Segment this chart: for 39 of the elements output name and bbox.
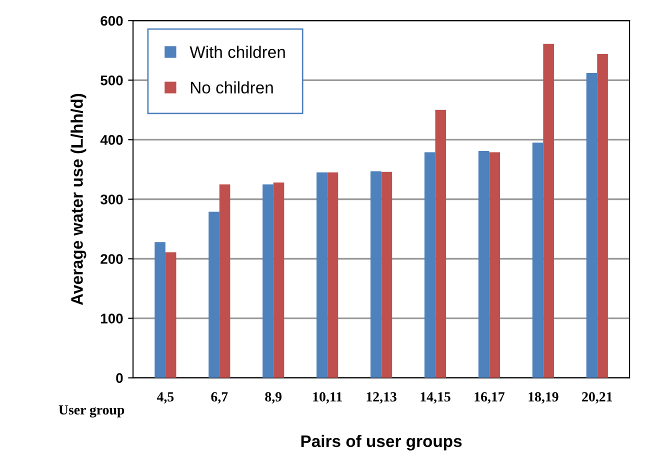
bar xyxy=(273,182,284,378)
bar xyxy=(370,171,382,378)
y-tick-label: 300 xyxy=(100,194,123,204)
x-tick-label: 18,19 xyxy=(528,392,558,404)
x-tick-label: 8,9 xyxy=(265,392,282,404)
bar xyxy=(543,44,554,378)
y-tick-label: 400 xyxy=(100,135,123,145)
y-tick-label: 100 xyxy=(101,314,123,324)
bar xyxy=(489,152,500,378)
y-tick-label: 500 xyxy=(100,75,123,86)
x-tick-label: 4,5 xyxy=(156,392,174,404)
bar xyxy=(478,151,490,378)
bar xyxy=(219,184,230,378)
x-tick-label: 14,15 xyxy=(420,392,450,404)
x-tick-label: 10,11 xyxy=(313,392,342,404)
text: User group xyxy=(58,405,124,418)
x-axis-title: Pairs of user groups xyxy=(301,434,462,450)
legend-label: No children xyxy=(190,81,273,94)
bar xyxy=(262,184,274,378)
y-tick-label: 0 xyxy=(116,373,123,384)
x-tick-label: 16,17 xyxy=(474,392,505,404)
x-tick-label: 12,13 xyxy=(366,392,396,404)
legend-label: With children xyxy=(190,46,285,58)
x-tick-label: 6,7 xyxy=(211,392,228,404)
bar xyxy=(586,73,598,378)
bar xyxy=(532,142,544,378)
x-tick-label: 20,21 xyxy=(582,392,612,404)
bar xyxy=(208,212,220,378)
bar xyxy=(316,172,328,378)
bar xyxy=(327,172,338,378)
bar xyxy=(435,110,446,378)
bar xyxy=(165,252,176,378)
bar xyxy=(597,54,608,378)
y-axis-title: Average water use (L/hh/d) xyxy=(70,94,86,305)
bar xyxy=(381,172,392,378)
y-tick-label: 200 xyxy=(100,254,123,264)
bar xyxy=(424,152,436,378)
bar xyxy=(154,242,166,378)
y-tick-label: 600 xyxy=(100,16,123,26)
